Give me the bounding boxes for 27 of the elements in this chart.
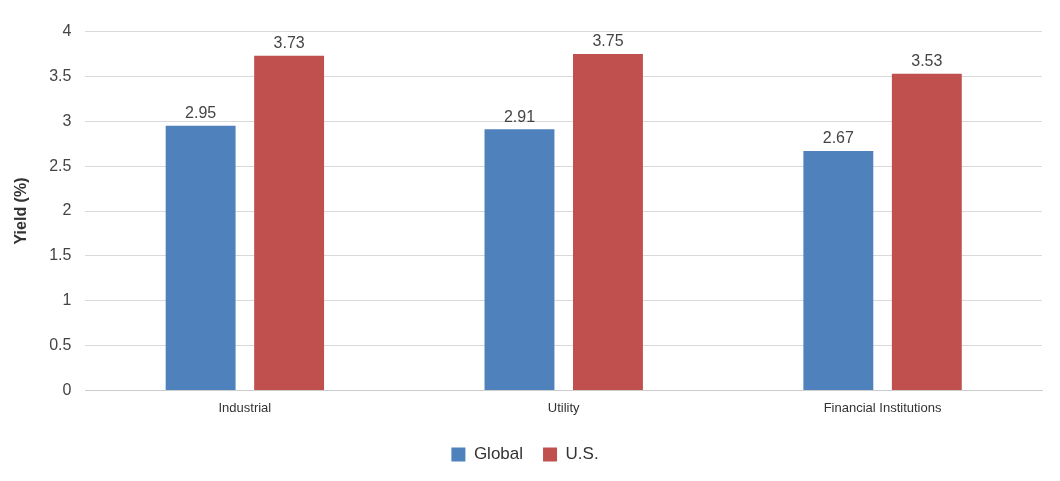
bar <box>484 129 555 390</box>
y-tick-label: 3.5 <box>49 66 72 84</box>
y-tick-label: 4 <box>62 22 72 40</box>
x-tick-label: Industrial <box>218 399 272 415</box>
bar <box>803 150 874 390</box>
data-label: 2.91 <box>503 107 536 125</box>
y-tick-label: 1.5 <box>49 246 72 264</box>
data-label: 3.73 <box>273 34 305 52</box>
y-tick-label: 3 <box>62 111 72 129</box>
y-tick-label: 2 <box>62 201 72 219</box>
x-tick-label: Utility <box>547 399 581 415</box>
data-label: 3.53 <box>911 52 943 70</box>
data-label: 2.95 <box>185 104 217 122</box>
data-label: 3.75 <box>592 32 624 50</box>
y-axis-title: Yield (%) <box>12 177 30 245</box>
data-label: 2.67 <box>822 129 854 147</box>
bar <box>165 125 236 390</box>
legend-label: Global <box>473 444 524 464</box>
y-tick-label: 1 <box>62 291 72 309</box>
y-tick-label: 0 <box>62 380 72 398</box>
x-tick-label: Financial Institutions <box>823 399 942 415</box>
bar <box>573 54 643 390</box>
y-tick-label: 2.5 <box>49 156 72 174</box>
bar <box>254 55 325 390</box>
y-tick-label: 0.5 <box>49 335 72 353</box>
legend-label: U.S. <box>565 444 599 464</box>
bar <box>891 73 962 390</box>
